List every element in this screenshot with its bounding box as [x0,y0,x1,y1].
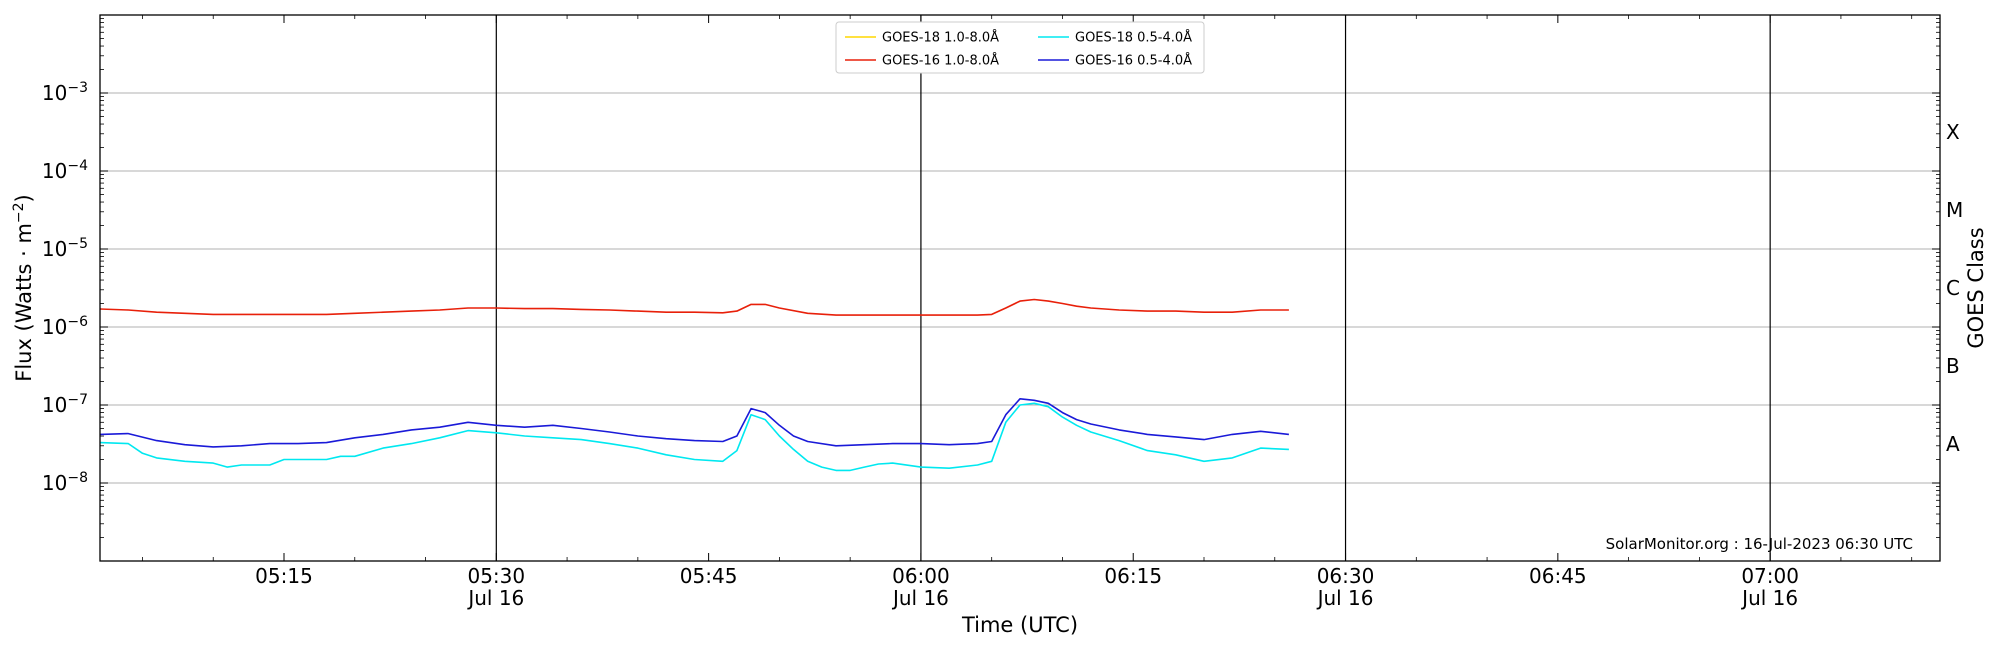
x-tick-label: 07:00 [1741,564,1799,588]
series-lines [99,298,1289,472]
series-line-3 [99,402,1289,472]
legend-label: GOES-18 0.5-4.0Å [1075,30,1192,46]
x-tick-label: 06:45 [1529,564,1587,588]
y-axis-label-exponent: −2 [11,202,27,223]
y-tick-label: 10−8 [42,470,88,495]
y-tick-label: 10−6 [42,314,88,339]
y-axis-label-suffix: ) [12,194,36,202]
x-tick-label: 05:30 [467,564,525,588]
x-tick-label: 06:30 [1317,564,1375,588]
y-tick-label: 10−7 [42,392,88,417]
legend: GOES-18 1.0-8.0Å GOES-16 1.0-8.0Å GOES-18 … [835,21,1205,74]
y-tick-exponent: −3 [67,80,88,96]
goes-class-label: X [1946,120,1960,144]
y-tick-base: 10 [42,81,67,105]
legend-frame [835,21,1205,74]
x-tick-label: 06:15 [1104,564,1162,588]
day-time-lines [495,15,1771,561]
x-tick-label: 05:15 [255,564,313,588]
goes-class-label: B [1946,354,1960,378]
legend-label: GOES-16 1.0-8.0Å [882,53,999,69]
plot-area-frame [99,14,1941,562]
y-tick-label: 10−5 [42,236,88,261]
x-tick-date-label: Jul 16 [1740,586,1798,610]
y-tick-exponent: −6 [67,314,88,330]
y-axis-label: Flux (Watts · m−2) [11,194,36,382]
y-tick-base: 10 [42,159,67,183]
goes-class-axis-label: GOES Class [1964,227,1988,348]
goes-class-label: C [1946,276,1960,300]
x-tick-date-label: Jul 16 [891,586,949,610]
x-tick-date-label: Jul 16 [1316,586,1374,610]
y-tick-base: 10 [42,237,67,261]
y-tick-base: 10 [42,471,67,495]
goes-class-label: A [1946,432,1960,456]
y-axis-label-prefix: Flux (Watts · m [12,223,36,382]
y-tick-base: 10 [42,315,67,339]
y-tick-label: 10−3 [42,80,88,105]
y-tick-exponent: −5 [67,236,88,252]
y-tick-exponent: −4 [67,158,88,174]
y-tick-label: 10−4 [42,158,88,183]
axis-ticks [100,14,1940,562]
legend-items: GOES-18 1.0-8.0Å GOES-16 1.0-8.0Å GOES-18 … [845,30,1192,69]
series-line-4 [99,397,1289,448]
goes-class-label: M [1946,198,1963,222]
x-tick-label: 05:45 [680,564,738,588]
y-tick-exponent: −8 [67,470,88,486]
x-tick-date-label: Jul 16 [466,586,524,610]
legend-label: GOES-16 0.5-4.0Å [1075,53,1192,69]
y-tick-exponent: −7 [67,392,88,408]
x-axis-label: Time (UTC) [961,613,1078,637]
legend-label: GOES-18 1.0-8.0Å [882,30,999,46]
x-tick-label: 06:00 [892,564,950,588]
credit-text: SolarMonitor.org : 16-Jul-2023 06:30 UTC [1606,535,1913,553]
series-line-2 [99,298,1289,316]
y-tick-base: 10 [42,393,67,417]
